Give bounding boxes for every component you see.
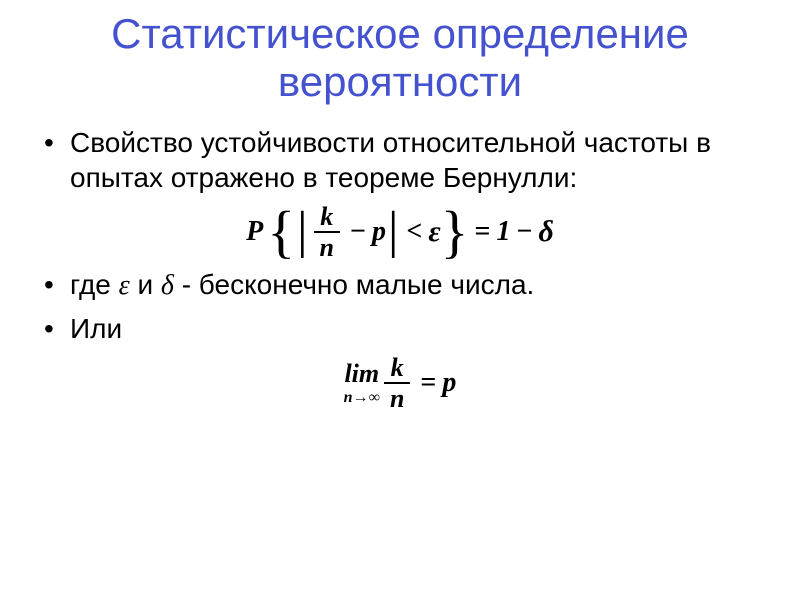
formula-bernoulli: P { | k n − p | < ε } = 1 − δ — [40, 203, 760, 262]
frac2-num: k — [385, 354, 410, 381]
sym-P: P — [246, 216, 263, 248]
sub-arrow: → — [353, 389, 369, 406]
b2-post: - бесконечно малые числа. — [174, 269, 534, 300]
sym-p: p — [372, 216, 386, 248]
b2-delta: δ — [161, 270, 174, 301]
sym-one: 1 — [496, 216, 510, 248]
limit-block: lim n→∞ — [344, 359, 380, 407]
sym-epsilon: ε — [428, 215, 440, 249]
bullet-item-3: Или — [70, 311, 760, 346]
left-abs: | — [295, 208, 309, 255]
fraction2-k-over-n: k n — [384, 354, 410, 413]
b2-pre: где — [70, 269, 119, 300]
bullet-list-2: где ε и δ - бесконечно малые числа. Или — [40, 267, 760, 346]
minus-op: − — [344, 216, 372, 248]
lim-word: lim — [344, 359, 379, 389]
minus2-op: − — [510, 216, 538, 248]
bullet-item-1: Свойство устойчивости относительной част… — [70, 125, 760, 195]
lt-op: < — [400, 216, 428, 248]
frac2-den: n — [384, 385, 410, 412]
bullet-list: Свойство устойчивости относительной част… — [40, 125, 760, 195]
b2-eps: ε — [119, 270, 130, 301]
formula-limit: lim n→∞ k n = p — [40, 354, 760, 413]
sub-inf: ∞ — [369, 389, 380, 406]
frac-num: k — [314, 203, 339, 230]
lim-subscript: n→∞ — [344, 389, 380, 407]
sym-delta: δ — [538, 215, 553, 249]
fraction-k-over-n: k n — [314, 203, 340, 262]
slide: Статистическое определение вероятности С… — [0, 0, 800, 600]
frac-den: n — [314, 234, 340, 261]
b2-and: и — [130, 269, 161, 300]
sub-n: n — [344, 389, 353, 406]
sym-p2: p — [442, 367, 456, 399]
right-brace: } — [441, 206, 469, 258]
right-abs: | — [386, 208, 400, 255]
slide-title: Статистическое определение вероятности — [40, 10, 760, 107]
eq2-op: = — [414, 367, 442, 399]
bullet-item-2: где ε и δ - бесконечно малые числа. — [70, 267, 760, 303]
eq-op: = — [469, 216, 497, 248]
left-brace: { — [267, 206, 295, 258]
